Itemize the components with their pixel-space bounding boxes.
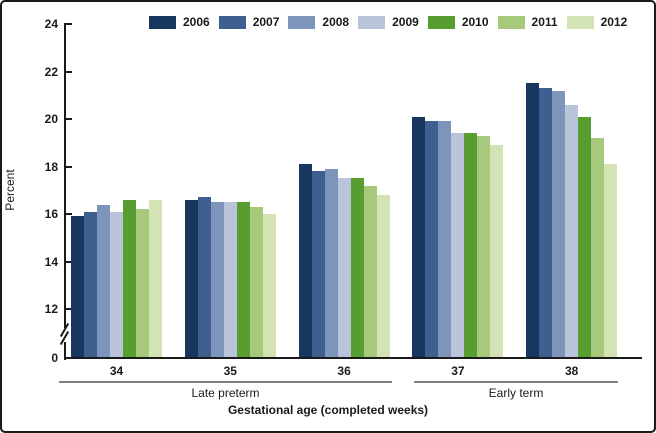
legend-item-2006: 2006 bbox=[149, 15, 210, 29]
x-tick-label: 36 bbox=[337, 364, 351, 378]
x-axis-title: Gestational age (completed weeks) bbox=[227, 403, 429, 417]
y-tick-label: 0 bbox=[51, 351, 58, 365]
legend-label: 2009 bbox=[392, 15, 419, 29]
legend-item-2010: 2010 bbox=[427, 15, 489, 29]
category-group-label: Late preterm bbox=[191, 386, 260, 400]
y-tick bbox=[64, 23, 72, 25]
legend-swatch-2012 bbox=[566, 15, 594, 29]
y-tick bbox=[64, 260, 72, 263]
bar-2012-38wk bbox=[604, 164, 618, 359]
bar-2012-37wk bbox=[490, 145, 504, 359]
legend-swatch-2006 bbox=[149, 15, 176, 29]
bar-2008-37wk bbox=[438, 121, 452, 359]
legend-swatch-2011 bbox=[497, 15, 525, 29]
bar-2006-38wk bbox=[526, 83, 540, 359]
bar-2007-38wk bbox=[539, 88, 553, 359]
y-tick-label: 12 bbox=[44, 302, 58, 316]
y-tick bbox=[64, 70, 72, 73]
bar-2011-35wk bbox=[249, 206, 263, 359]
legend-swatch-2008 bbox=[288, 15, 316, 29]
bar-2009-36wk bbox=[337, 178, 351, 359]
bar-2011-37wk bbox=[477, 135, 491, 359]
bar-2012-34wk bbox=[149, 199, 162, 359]
legend-swatch-2010 bbox=[427, 15, 455, 29]
bar-2010-34wk bbox=[123, 199, 136, 359]
y-axis bbox=[64, 342, 66, 360]
x-tick-label: 37 bbox=[451, 364, 465, 378]
bar-2008-36wk bbox=[324, 168, 338, 359]
y-tick bbox=[64, 165, 72, 168]
bar-2011-38wk bbox=[591, 138, 605, 359]
x-tick-label: 34 bbox=[109, 364, 124, 378]
bar-2006-37wk bbox=[412, 116, 426, 359]
bar-2010-38wk bbox=[578, 116, 592, 359]
legend-item-2009: 2009 bbox=[358, 15, 419, 29]
legend-swatch-2007 bbox=[218, 15, 246, 29]
bar-2007-36wk bbox=[311, 171, 325, 359]
bar-2009-38wk bbox=[565, 104, 579, 359]
x-tick-label: 38 bbox=[565, 364, 579, 378]
category-group-label: Early term bbox=[488, 386, 544, 400]
bar-2007-37wk bbox=[425, 121, 439, 359]
category-group-line bbox=[59, 381, 392, 383]
legend-item-2008: 2008 bbox=[288, 15, 349, 29]
legend-item-2007: 2007 bbox=[218, 15, 280, 29]
bar-2006-36wk bbox=[298, 164, 312, 359]
legend-label: 2011 bbox=[531, 15, 558, 29]
bar-2011-36wk bbox=[363, 185, 377, 359]
y-tick-label: 18 bbox=[44, 159, 58, 174]
y-tick-label: 24 bbox=[44, 17, 58, 31]
bar-2007-34wk bbox=[84, 211, 97, 359]
bar-2009-37wk bbox=[451, 133, 465, 359]
bar-2006-35wk bbox=[184, 199, 198, 359]
bar-2009-35wk bbox=[223, 202, 237, 359]
bar-2008-34wk bbox=[97, 204, 110, 359]
legend: 2006 2007 2008 2009 2010 2011 2012 bbox=[149, 15, 636, 29]
bar-2009-34wk bbox=[110, 211, 123, 359]
y-tick-label: 20 bbox=[44, 112, 58, 126]
bar-2012-35wk bbox=[262, 214, 276, 359]
bar-2008-35wk bbox=[210, 202, 224, 359]
category-group-line bbox=[414, 381, 618, 383]
legend-label: 2007 bbox=[252, 15, 280, 29]
bar-2010-37wk bbox=[464, 133, 478, 359]
y-axis-title: Percent bbox=[3, 169, 17, 211]
bar-2010-35wk bbox=[236, 202, 250, 359]
x-axis bbox=[64, 357, 642, 359]
y-tick-label: 14 bbox=[44, 254, 58, 269]
y-tick bbox=[64, 118, 72, 120]
y-tick-label: 22 bbox=[44, 64, 58, 79]
bar-2011-34wk bbox=[136, 209, 149, 359]
y-tick bbox=[64, 308, 72, 310]
legend-label: 2006 bbox=[183, 15, 210, 29]
legend-label: 2008 bbox=[322, 15, 350, 29]
y-tick bbox=[64, 213, 72, 215]
legend-label: 2010 bbox=[461, 15, 489, 29]
legend-item-2012: 2012 bbox=[566, 15, 628, 29]
bar-2007-35wk bbox=[197, 197, 211, 359]
y-axis bbox=[64, 24, 66, 328]
legend-label: 2012 bbox=[600, 15, 628, 29]
x-tick-label: 35 bbox=[223, 364, 237, 378]
bar-2010-36wk bbox=[350, 178, 364, 359]
legend-item-2011: 2011 bbox=[497, 15, 558, 29]
legend-swatch-2009 bbox=[358, 15, 386, 29]
y-tick-label: 16 bbox=[44, 207, 58, 221]
bar-2006-34wk bbox=[71, 216, 84, 359]
bar-2012-36wk bbox=[376, 195, 390, 359]
bar-2008-38wk bbox=[552, 90, 566, 359]
